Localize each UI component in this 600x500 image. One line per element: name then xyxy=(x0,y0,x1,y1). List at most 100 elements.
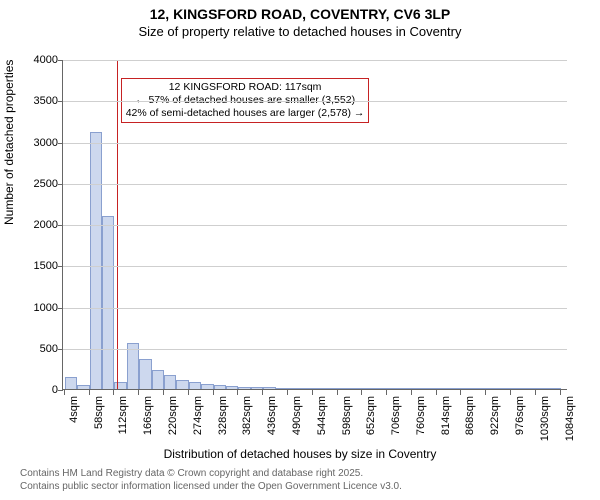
histogram-bar xyxy=(486,388,498,389)
annotation-line-3: 42% of semi-detached houses are larger (… xyxy=(126,107,365,120)
x-tick-mark xyxy=(535,390,536,395)
x-tick-mark xyxy=(113,390,114,395)
y-tick-label: 4000 xyxy=(20,54,58,66)
grid-line xyxy=(63,308,567,309)
x-tick-mark xyxy=(64,390,65,395)
grid-line xyxy=(63,101,567,102)
y-tick-label: 500 xyxy=(20,343,58,355)
histogram-bar xyxy=(226,386,238,389)
x-tick-mark xyxy=(188,390,189,395)
x-tick-mark xyxy=(386,390,387,395)
x-tick-label: 652sqm xyxy=(365,396,377,435)
footer-copyright-2: Contains public sector information licen… xyxy=(20,481,402,492)
x-tick-label: 382sqm xyxy=(241,396,253,435)
histogram-bar xyxy=(214,385,226,389)
histogram-bar xyxy=(350,388,362,389)
x-tick-label: 4sqm xyxy=(68,396,80,423)
y-tick-label: 2500 xyxy=(20,178,58,190)
histogram-bar xyxy=(139,359,151,389)
grid-line xyxy=(63,349,567,350)
histogram-bar xyxy=(263,387,275,389)
x-tick-label: 976sqm xyxy=(514,396,526,435)
chart-title-main: 12, KINGSFORD ROAD, COVENTRY, CV6 3LP xyxy=(0,6,600,22)
histogram-bar xyxy=(499,388,511,389)
histogram-bar xyxy=(536,388,548,389)
histogram-bar xyxy=(387,388,399,389)
histogram-bar xyxy=(511,388,523,389)
x-tick-mark xyxy=(411,390,412,395)
histogram-bar xyxy=(65,377,77,389)
histogram-bar xyxy=(437,388,449,389)
x-tick-mark xyxy=(436,390,437,395)
y-tick-mark xyxy=(58,184,63,185)
x-tick-label: 544sqm xyxy=(316,396,328,435)
y-tick-mark xyxy=(58,101,63,102)
histogram-bar xyxy=(251,387,263,389)
histogram-bar xyxy=(77,385,89,389)
histogram-bar xyxy=(152,370,164,389)
x-axis-ticks: 4sqm58sqm112sqm166sqm220sqm274sqm328sqm3… xyxy=(62,390,567,450)
x-tick-mark xyxy=(510,390,511,395)
histogram-bar xyxy=(176,380,188,389)
x-tick-label: 490sqm xyxy=(291,396,303,435)
grid-line xyxy=(63,60,567,61)
y-axis-title: Number of detached properties xyxy=(2,60,16,225)
x-tick-label: 436sqm xyxy=(266,396,278,435)
y-tick-label: 1000 xyxy=(20,302,58,314)
grid-line xyxy=(63,266,567,267)
chart-title-sub: Size of property relative to detached ho… xyxy=(0,24,600,39)
x-tick-mark xyxy=(287,390,288,395)
x-tick-label: 1030sqm xyxy=(539,396,551,441)
histogram-bar xyxy=(164,375,176,389)
x-tick-label: 706sqm xyxy=(390,396,402,435)
histogram-bar xyxy=(102,216,114,389)
x-tick-label: 598sqm xyxy=(341,396,353,435)
x-tick-label: 58sqm xyxy=(93,396,105,429)
histogram-bar xyxy=(375,388,387,389)
x-axis-title: Distribution of detached houses by size … xyxy=(0,447,600,461)
y-tick-label: 2000 xyxy=(20,219,58,231)
histogram-bar xyxy=(189,382,201,389)
y-tick-mark xyxy=(58,349,63,350)
x-tick-mark xyxy=(213,390,214,395)
histogram-bar xyxy=(325,388,337,389)
histogram-bar xyxy=(474,388,486,389)
y-tick-mark xyxy=(58,308,63,309)
histogram-bar xyxy=(338,388,350,389)
histogram-bar xyxy=(90,132,102,389)
grid-line xyxy=(63,143,567,144)
histogram-bar xyxy=(523,388,535,389)
histogram-bar xyxy=(300,388,312,389)
x-tick-label: 760sqm xyxy=(415,396,427,435)
footer-copyright-1: Contains HM Land Registry data © Crown c… xyxy=(20,468,363,479)
x-tick-label: 220sqm xyxy=(167,396,179,435)
y-tick-mark xyxy=(58,225,63,226)
x-tick-label: 814sqm xyxy=(440,396,452,435)
y-tick-label: 1500 xyxy=(20,260,58,272)
x-tick-label: 868sqm xyxy=(464,396,476,435)
chart-plot-area: 12 KINGSFORD ROAD: 117sqm ← 57% of detac… xyxy=(62,60,567,390)
histogram-bar xyxy=(461,388,473,389)
annotation-line-1: 12 KINGSFORD ROAD: 117sqm xyxy=(126,81,365,94)
histogram-bar xyxy=(424,388,436,389)
x-tick-mark xyxy=(560,390,561,395)
histogram-bar xyxy=(201,384,213,389)
x-tick-label: 328sqm xyxy=(217,396,229,435)
y-tick-mark xyxy=(58,266,63,267)
histogram-bar xyxy=(400,388,412,389)
x-tick-label: 1084sqm xyxy=(564,396,576,441)
x-tick-mark xyxy=(163,390,164,395)
x-tick-mark xyxy=(262,390,263,395)
x-tick-mark xyxy=(237,390,238,395)
grid-line xyxy=(63,225,567,226)
histogram-bar xyxy=(238,387,250,389)
histogram-bar xyxy=(276,388,288,389)
y-tick-mark xyxy=(58,60,63,61)
x-tick-mark xyxy=(485,390,486,395)
histogram-bar xyxy=(362,388,374,389)
x-tick-mark xyxy=(89,390,90,395)
histogram-bar xyxy=(449,388,461,389)
y-tick-mark xyxy=(58,143,63,144)
x-tick-mark xyxy=(312,390,313,395)
x-tick-label: 166sqm xyxy=(142,396,154,435)
